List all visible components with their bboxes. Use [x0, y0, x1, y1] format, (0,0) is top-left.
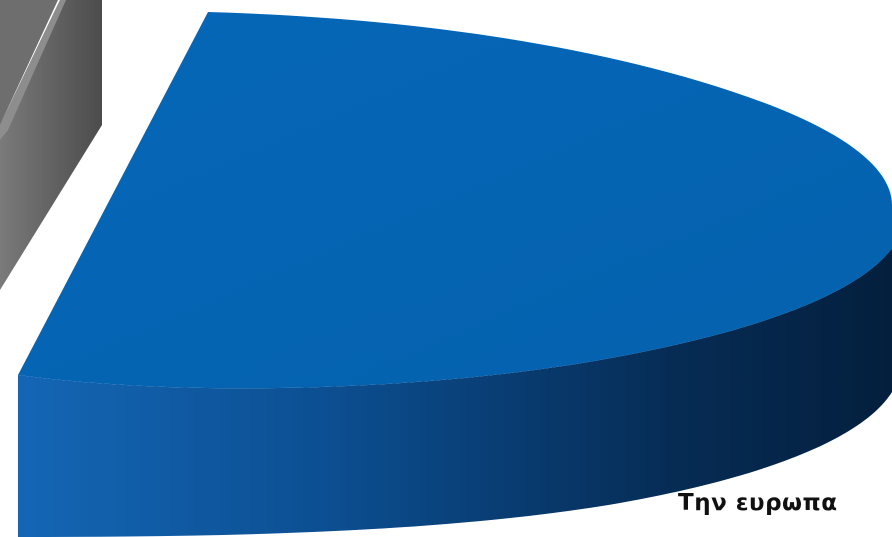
pie-slice-blue-side — [18, 248, 892, 537]
pie-slice-blue-top — [18, 12, 892, 389]
pie-slice-grey — [0, 0, 102, 290]
pie-slice-grey-top — [0, 0, 58, 125]
slice-label-blue: Την ευρωπα — [678, 490, 838, 516]
pie-slice-grey-edge — [0, 0, 66, 140]
